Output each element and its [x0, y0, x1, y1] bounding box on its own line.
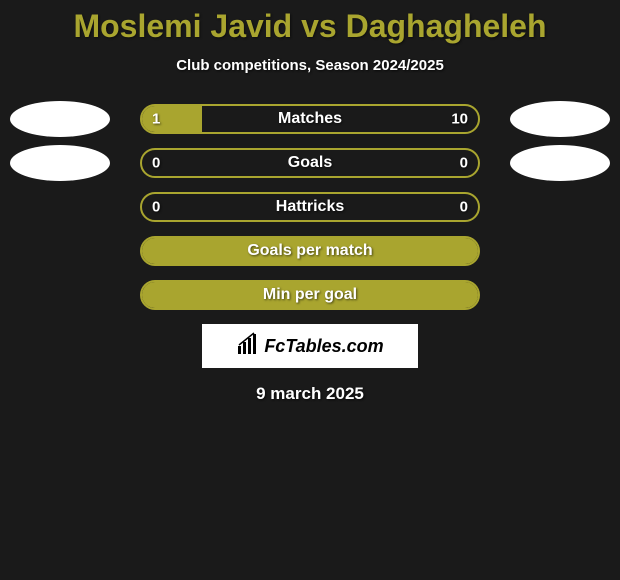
player-right-oval — [510, 145, 610, 181]
stat-label: Goals per match — [247, 242, 372, 260]
infographic-container: Moslemi Javid vs Daghagheleh Club compet… — [0, 0, 620, 404]
chart-icon — [236, 332, 260, 361]
stat-bar-min-per-goal: Min per goal — [140, 280, 480, 310]
stat-row-goals: 0 Goals 0 — [0, 148, 620, 178]
stat-row-min-per-goal: Min per goal — [0, 280, 620, 310]
stat-bar-goals-per-match: Goals per match — [140, 236, 480, 266]
stat-right-value: 0 — [460, 199, 468, 216]
stat-bar-goals: 0 Goals 0 — [140, 148, 480, 178]
stat-left-value: 0 — [152, 155, 160, 172]
stat-right-value: 0 — [460, 155, 468, 172]
stat-row-matches: 1 Matches 10 — [0, 104, 620, 134]
stat-left-value: 1 — [152, 111, 160, 128]
stat-bar-matches: 1 Matches 10 — [140, 104, 480, 134]
stat-label: Matches — [278, 110, 342, 128]
stat-bar-hattricks: 0 Hattricks 0 — [140, 192, 480, 222]
stat-row-hattricks: 0 Hattricks 0 — [0, 192, 620, 222]
stat-left-value: 0 — [152, 199, 160, 216]
date-text: 9 march 2025 — [0, 384, 620, 404]
logo-text: FcTables.com — [264, 336, 383, 357]
player-left-oval — [10, 145, 110, 181]
player-right-oval — [510, 101, 610, 137]
page-title: Moslemi Javid vs Daghagheleh — [0, 8, 620, 45]
logo-box: FcTables.com — [202, 324, 418, 368]
stat-label: Min per goal — [263, 286, 357, 304]
stat-row-goals-per-match: Goals per match — [0, 236, 620, 266]
stat-label: Hattricks — [276, 198, 344, 216]
page-subtitle: Club competitions, Season 2024/2025 — [0, 57, 620, 74]
player-left-oval — [10, 101, 110, 137]
stat-label: Goals — [288, 154, 332, 172]
stat-right-value: 10 — [451, 111, 468, 128]
